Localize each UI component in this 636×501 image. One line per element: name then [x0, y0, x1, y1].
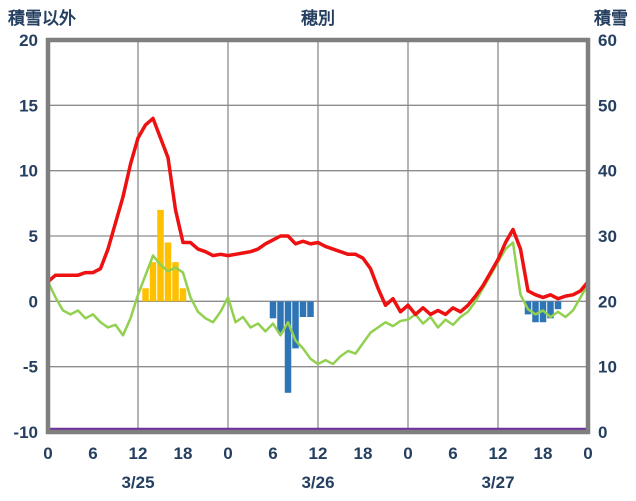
- x-axis-tick-label: 18: [354, 444, 373, 463]
- x-axis-tick-label: 6: [448, 444, 457, 463]
- blue-bar: [292, 301, 299, 349]
- blue-bar: [554, 301, 562, 310]
- date-label: 3/26: [301, 473, 334, 492]
- orange-bar: [157, 209, 164, 302]
- left-axis-tick-label: 5: [29, 227, 38, 246]
- x-axis-tick-label: 18: [174, 444, 193, 463]
- left-axis-tick-label: 0: [29, 292, 38, 311]
- x-axis-tick-label: 6: [88, 444, 97, 463]
- x-axis-tick-label: 0: [43, 444, 52, 463]
- orange-bar: [179, 288, 187, 302]
- orange-bar: [172, 262, 179, 302]
- blue-bar: [547, 301, 554, 319]
- right-axis-tick-label: 50: [598, 96, 617, 115]
- left-axis-tick-label: 10: [19, 162, 38, 181]
- x-axis-tick-label: 0: [583, 444, 592, 463]
- x-axis-tick-label: 6: [268, 444, 277, 463]
- blue-bar: [277, 301, 284, 333]
- orange-bar: [142, 288, 149, 302]
- date-label: 3/27: [481, 473, 514, 492]
- x-axis-tick-label: 12: [309, 444, 328, 463]
- left-axis-tick-label: -5: [23, 358, 38, 377]
- right-axis-tick-label: 60: [598, 31, 617, 50]
- x-axis-tick-label: 18: [534, 444, 553, 463]
- x-axis-tick-label: 0: [403, 444, 412, 463]
- blue-bar: [299, 301, 307, 318]
- blue-bar: [532, 301, 539, 323]
- right-axis-tick-label: 20: [598, 292, 617, 311]
- right-axis-tick-label: 30: [598, 227, 617, 246]
- plot-border: [45, 37, 591, 435]
- blue-bar: [284, 301, 292, 393]
- left-axis-tick-label: -10: [13, 423, 38, 442]
- x-axis-tick-label: 0: [223, 444, 232, 463]
- x-axis-tick-label: 12: [489, 444, 508, 463]
- orange-bar: [149, 262, 157, 302]
- right-axis-tick-label: 10: [598, 358, 617, 377]
- date-label: 3/25: [121, 473, 154, 492]
- right-axis-tick-label: 0: [598, 423, 607, 442]
- left-axis-title: 積雪以外: [8, 9, 76, 28]
- red-temperature-line: [46, 116, 590, 317]
- left-axis-tick-label: 15: [19, 96, 38, 115]
- right-axis-title: 積雪: [594, 9, 628, 28]
- blue-bar: [307, 301, 314, 318]
- blue-bar: [269, 301, 277, 319]
- right-axis-tick-label: 40: [598, 162, 617, 181]
- x-axis-tick-label: 12: [129, 444, 148, 463]
- left-axis-tick-label: 20: [19, 31, 38, 50]
- chart-title: 穂別: [301, 9, 335, 28]
